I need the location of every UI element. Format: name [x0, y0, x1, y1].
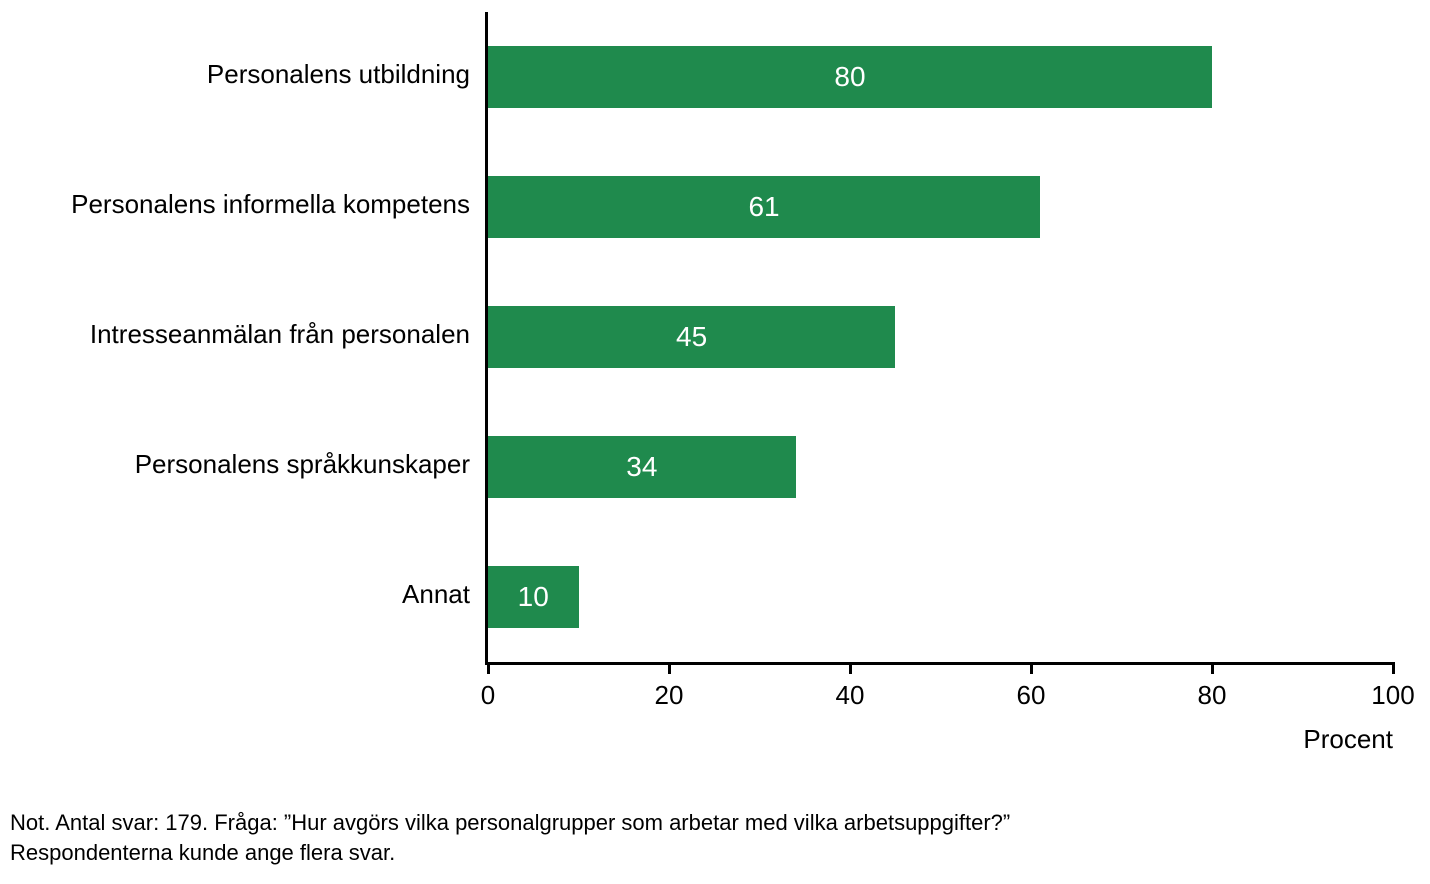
x-tick	[1392, 662, 1395, 674]
x-tick	[1030, 662, 1033, 674]
category-label: Personalens informella kompetens	[71, 189, 470, 220]
footnote-line-1: Not. Antal svar: 179. Fråga: ”Hur avgörs…	[10, 810, 1010, 835]
x-tick	[849, 662, 852, 674]
x-axis	[485, 662, 1393, 665]
footnote-line-2: Respondenterna kunde ange flera svar.	[10, 840, 395, 865]
category-label: Annat	[402, 579, 470, 610]
category-label: Personalens språkkunskaper	[135, 449, 470, 480]
x-tick-label: 40	[836, 680, 865, 711]
x-tick-label: 20	[655, 680, 684, 711]
x-tick	[487, 662, 490, 674]
x-axis-title: Procent	[1303, 724, 1393, 755]
x-tick-label: 60	[1017, 680, 1046, 711]
bar: 10	[488, 566, 579, 628]
x-tick	[668, 662, 671, 674]
category-label: Personalens utbildning	[207, 59, 470, 90]
bar: 61	[488, 176, 1040, 238]
bar: 80	[488, 46, 1212, 108]
x-tick	[1211, 662, 1214, 674]
x-tick-label: 0	[481, 680, 495, 711]
bar-value: 10	[518, 581, 549, 613]
x-tick-label: 80	[1198, 680, 1227, 711]
bar-value: 34	[626, 451, 657, 483]
chart-footnote: Not. Antal svar: 179. Fråga: ”Hur avgörs…	[10, 808, 1010, 867]
category-label: Intresseanmälan från personalen	[90, 319, 470, 350]
x-tick-label: 100	[1371, 680, 1414, 711]
bar-value: 45	[676, 321, 707, 353]
bar: 34	[488, 436, 796, 498]
bar-value: 80	[834, 61, 865, 93]
chart-container: 0 20 40 60 80 100 Procent 80 Personalens utbildn…	[0, 0, 1430, 884]
bar-value: 61	[748, 191, 779, 223]
bar: 45	[488, 306, 895, 368]
